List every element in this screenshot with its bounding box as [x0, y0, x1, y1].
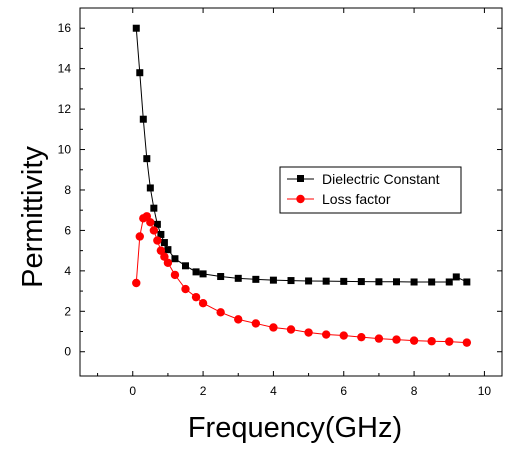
data-point	[427, 337, 436, 346]
data-point	[217, 273, 225, 281]
data-point	[269, 276, 277, 284]
data-point	[375, 278, 383, 286]
legend-label-loss-factor: Loss factor	[322, 191, 391, 207]
data-point	[171, 255, 179, 263]
data-point	[157, 230, 165, 238]
data-point	[149, 226, 159, 235]
data-point	[251, 319, 261, 328]
data-point	[340, 277, 348, 285]
data-point	[463, 278, 471, 286]
y-tick-label: 10	[58, 143, 72, 157]
y-axis-ticks: 0 2 4 6 8 10 12 14 16	[58, 21, 502, 359]
data-point	[156, 246, 166, 255]
series-1	[132, 212, 472, 347]
data-point	[146, 218, 155, 227]
data-point	[393, 278, 400, 286]
legend-marker-loss-factor	[296, 194, 305, 204]
legend: Dielectric Constant Loss factor	[279, 166, 462, 214]
data-point	[170, 270, 180, 280]
data-point	[462, 338, 472, 347]
data-point	[445, 337, 454, 346]
data-point	[234, 274, 242, 282]
data-point	[252, 275, 260, 283]
data-point	[143, 155, 151, 163]
y-tick-label: 12	[58, 102, 72, 116]
data-point	[410, 278, 418, 286]
data-point	[146, 184, 154, 192]
legend-item-loss-factor: Loss factor	[287, 191, 391, 207]
data-point	[160, 252, 169, 261]
x-tick-label: 2	[200, 384, 207, 398]
data-point	[392, 335, 401, 344]
data-point	[321, 330, 331, 339]
x-tick-label: 4	[270, 384, 277, 398]
legend-item-dielectric-constant: Dielectric Constant	[287, 171, 440, 187]
x-tick-label: 10	[478, 384, 492, 398]
data-point	[135, 232, 144, 241]
data-point	[153, 236, 162, 245]
data-point	[357, 278, 365, 286]
y-tick-label: 8	[64, 183, 71, 197]
data-point	[445, 278, 453, 286]
series-0	[132, 24, 471, 286]
series-layer	[132, 24, 472, 347]
data-point	[139, 115, 147, 123]
y-tick-label: 4	[64, 264, 71, 278]
data-point	[357, 332, 366, 342]
legend-marker-dielectric-constant	[297, 175, 304, 182]
data-point	[150, 204, 158, 212]
x-tick-label: 8	[411, 384, 418, 398]
data-point	[136, 69, 144, 77]
data-point	[142, 212, 152, 221]
y-axis-title: Permittivity	[17, 146, 49, 288]
x-axis-title: Frequency(GHz)	[188, 412, 402, 444]
data-point	[287, 277, 295, 285]
data-point	[199, 270, 207, 278]
data-point	[216, 308, 225, 317]
data-point	[191, 292, 201, 302]
data-point	[339, 331, 348, 340]
data-point	[132, 24, 140, 32]
data-point	[182, 262, 189, 270]
data-point	[286, 325, 296, 334]
series-line	[135, 28, 468, 283]
data-point	[305, 277, 313, 285]
data-point	[163, 258, 173, 267]
legend-label-dielectric-constant: Dielectric Constant	[322, 171, 440, 187]
plot-frame	[79, 7, 503, 377]
data-point	[164, 246, 172, 254]
y-tick-label: 16	[58, 21, 72, 35]
data-point	[192, 268, 200, 276]
data-point	[452, 273, 460, 281]
y-tick-label: 0	[64, 345, 71, 359]
data-point	[409, 336, 419, 345]
legend-box	[279, 166, 462, 214]
y-tick-label: 14	[58, 62, 72, 76]
x-tick-label: 6	[340, 384, 347, 398]
data-point	[181, 284, 190, 294]
data-point	[304, 328, 313, 337]
data-point	[198, 299, 208, 308]
data-point	[428, 278, 436, 286]
data-point	[374, 334, 384, 343]
data-point	[160, 239, 168, 247]
y-tick-label: 2	[64, 304, 71, 318]
data-point	[132, 278, 141, 288]
x-axis-ticks: 0 2 4 6 8 10	[97, 8, 492, 398]
x-tick-label: 0	[129, 384, 136, 398]
data-point	[269, 323, 278, 332]
data-point	[322, 277, 330, 285]
data-point	[234, 315, 243, 324]
data-point	[153, 220, 161, 228]
y-tick-label: 6	[64, 223, 71, 237]
